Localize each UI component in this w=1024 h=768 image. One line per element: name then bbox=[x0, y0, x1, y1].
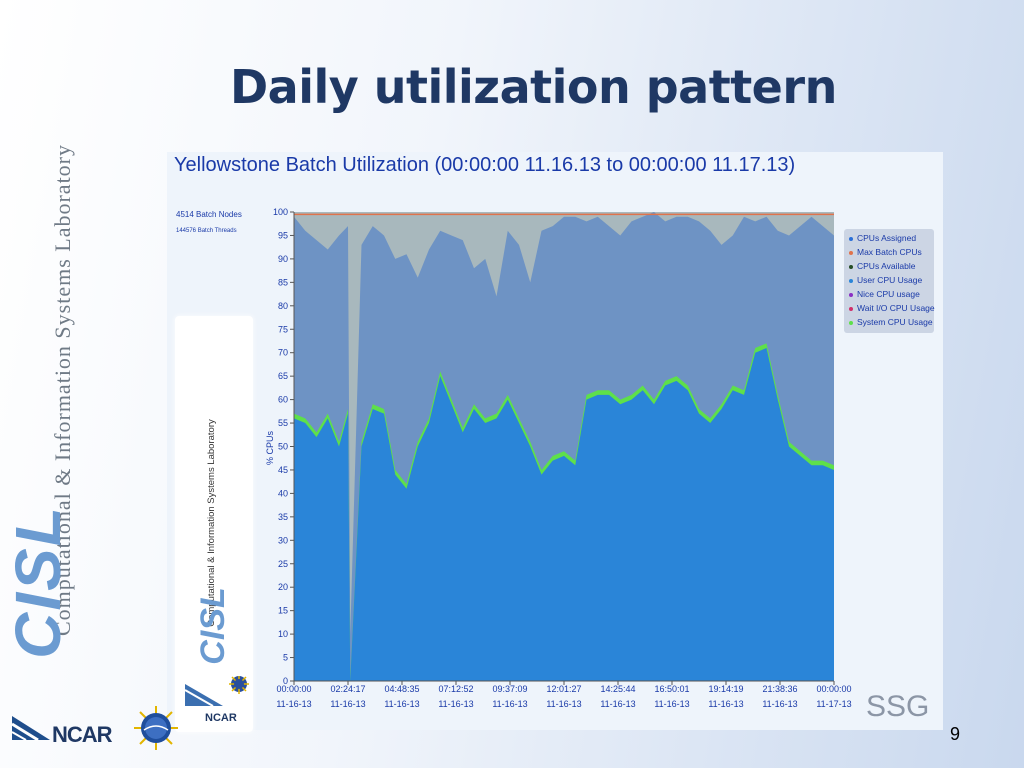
legend-dot bbox=[849, 306, 853, 311]
inset-ncar-label: NCAR bbox=[205, 712, 237, 724]
legend-dot bbox=[849, 264, 853, 269]
series-user-cpu-area bbox=[294, 348, 834, 681]
x-tick-time: 09:37:09 bbox=[492, 684, 527, 694]
legend-dot bbox=[849, 292, 853, 297]
x-tick-time: 14:25:44 bbox=[600, 684, 635, 694]
y-tick-label: 20 bbox=[278, 582, 288, 592]
legend-dot bbox=[849, 320, 853, 325]
y-axis-label: % CPUs bbox=[265, 431, 275, 466]
x-tick-date: 11-16-13 bbox=[276, 699, 311, 709]
slide-title: Daily utilization pattern bbox=[230, 60, 837, 114]
y-tick-label: 30 bbox=[278, 535, 288, 545]
ncar-wordmark: NCAR bbox=[52, 722, 113, 747]
x-tick-time: 19:14:19 bbox=[708, 684, 743, 694]
x-tick-time: 02:24:17 bbox=[330, 684, 365, 694]
y-tick-label: 35 bbox=[278, 512, 288, 522]
x-tick-date: 11-16-13 bbox=[330, 699, 365, 709]
batch-threads-label: 144576 Batch Threads bbox=[176, 228, 237, 234]
x-tick-date: 11-16-13 bbox=[546, 699, 581, 709]
inset-cisl-card: Computational & Information Systems Labo… bbox=[175, 316, 253, 732]
y-tick-label: 50 bbox=[278, 442, 288, 452]
y-tick-label: 80 bbox=[278, 301, 288, 311]
y-tick-label: 85 bbox=[278, 277, 288, 287]
y-tick-label: 65 bbox=[278, 371, 288, 381]
x-tick-time: 00:00:00 bbox=[816, 684, 851, 694]
x-tick-date: 11-16-13 bbox=[438, 699, 473, 709]
y-tick-label: 5 bbox=[283, 653, 288, 663]
y-tick-label: 60 bbox=[278, 395, 288, 405]
nsf-seal-icon bbox=[134, 706, 178, 750]
y-tick-label: 10 bbox=[278, 629, 288, 639]
legend-dot bbox=[849, 278, 853, 283]
legend-label: CPUs Assigned bbox=[857, 233, 917, 243]
legend-user-cpu: User CPU Usage bbox=[849, 275, 922, 285]
legend-nice-cpu: Nice CPU usage bbox=[849, 289, 920, 299]
batch-nodes-label: 4514 Batch Nodes bbox=[176, 210, 242, 219]
y-tick-label: 100 bbox=[273, 207, 288, 217]
legend-system-cpu: System CPU Usage bbox=[849, 317, 933, 327]
x-tick-date: 11-16-13 bbox=[384, 699, 419, 709]
inset-ncar-icon bbox=[184, 676, 249, 707]
x-tick-date: 11-16-13 bbox=[492, 699, 527, 709]
legend-label: CPUs Available bbox=[857, 261, 916, 271]
x-tick-time: 12:01:27 bbox=[546, 684, 581, 694]
legend-wait-io: Wait I/O CPU Usage bbox=[849, 303, 935, 313]
ssg-label: SSG bbox=[866, 690, 930, 723]
x-tick-time: 16:50:01 bbox=[654, 684, 689, 694]
x-tick-date: 11-16-13 bbox=[708, 699, 743, 709]
legend-label: System CPU Usage bbox=[857, 317, 933, 327]
legend-cpus-assigned: CPUs Assigned bbox=[849, 233, 916, 243]
legend-label: Wait I/O CPU Usage bbox=[857, 303, 935, 313]
legend-dot bbox=[849, 236, 853, 241]
y-tick-label: 15 bbox=[278, 606, 288, 616]
chart-title: Yellowstone Batch Utilization (00:00:00 … bbox=[174, 154, 796, 176]
legend-max-batch-cpus: Max Batch CPUs bbox=[849, 247, 922, 257]
y-tick-label: 25 bbox=[278, 559, 288, 569]
y-tick-label: 40 bbox=[278, 488, 288, 498]
y-tick-label: 75 bbox=[278, 324, 288, 334]
x-tick-time: 04:48:35 bbox=[384, 684, 419, 694]
x-tick-time: 07:12:52 bbox=[438, 684, 473, 694]
y-tick-label: 70 bbox=[278, 348, 288, 358]
x-tick-date: 11-16-13 bbox=[600, 699, 635, 709]
chart-legend: CPUs Assigned Max Batch CPUs CPUs Availa… bbox=[844, 229, 935, 333]
y-tick-label: 45 bbox=[278, 465, 288, 475]
x-tick-date: 11-17-13 bbox=[816, 699, 851, 709]
legend-label: User CPU Usage bbox=[857, 275, 923, 285]
ncar-logo-icon bbox=[11, 716, 50, 742]
y-tick-label: 55 bbox=[278, 418, 288, 428]
legend-label: Max Batch CPUs bbox=[857, 247, 922, 257]
y-tick-label: 0 bbox=[283, 676, 288, 686]
legend-cpus-available: CPUs Available bbox=[849, 261, 915, 271]
page-number: 9 bbox=[950, 724, 961, 744]
y-tick-label: 95 bbox=[278, 230, 288, 240]
x-tick-time: 21:38:36 bbox=[762, 684, 797, 694]
x-tick-date: 11-16-13 bbox=[762, 699, 797, 709]
x-tick-date: 11-16-13 bbox=[654, 699, 689, 709]
x-tick-time: 00:00:00 bbox=[276, 684, 311, 694]
legend-dot bbox=[849, 250, 853, 255]
legend-label: Nice CPU usage bbox=[857, 289, 920, 299]
y-tick-label: 90 bbox=[278, 254, 288, 264]
